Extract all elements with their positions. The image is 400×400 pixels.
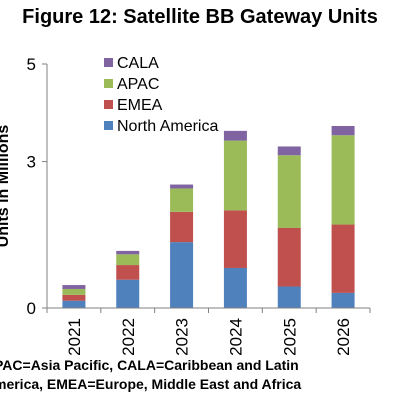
bar-cala-2022 xyxy=(116,250,140,255)
y-tick-label: 0 xyxy=(27,299,36,318)
legend-label-north-america: North America xyxy=(117,118,218,135)
bar-north-america-2021 xyxy=(62,300,86,308)
bar-north-america-2024 xyxy=(223,267,247,308)
bar-emea-2023 xyxy=(170,211,194,243)
x-tick-label: 2026 xyxy=(334,318,353,356)
bar-north-america-2023 xyxy=(170,242,194,308)
y-tick-label: 3 xyxy=(27,153,36,172)
legend-label-cala: CALA xyxy=(117,55,159,72)
bar-emea-2024 xyxy=(223,210,247,268)
footnote-line-1: PAC=Asia Pacific, CALA=Caribbean and Lat… xyxy=(0,357,299,373)
bar-apac-2021 xyxy=(62,288,86,295)
bar-emea-2022 xyxy=(116,265,140,280)
bar-apac-2023 xyxy=(170,188,194,212)
x-tick-label: 2022 xyxy=(119,318,138,356)
bar-emea-2021 xyxy=(62,294,86,301)
legend-label-emea: EMEA xyxy=(117,97,163,114)
x-tick-label: 2025 xyxy=(280,318,299,356)
y-axis-title: Units in Millions xyxy=(0,125,12,248)
x-tick-label: 2021 xyxy=(65,318,84,356)
bar-emea-2025 xyxy=(277,227,301,287)
bar-apac-2022 xyxy=(116,254,140,266)
legend-swatch-north-america xyxy=(104,121,113,130)
bar-apac-2025 xyxy=(277,155,301,228)
legend-swatch-cala xyxy=(104,58,113,67)
bar-north-america-2022 xyxy=(116,279,140,308)
x-tick-label: 2024 xyxy=(226,318,245,356)
bar-cala-2026 xyxy=(331,125,355,136)
bar-north-america-2025 xyxy=(277,286,301,308)
chart-title: Figure 12: Satellite BB Gateway Units xyxy=(22,6,378,28)
x-tick-label: 2023 xyxy=(173,318,192,356)
bar-cala-2024 xyxy=(223,130,247,141)
bar-emea-2026 xyxy=(331,224,355,293)
bar-apac-2024 xyxy=(223,140,247,211)
footnote: PAC=Asia Pacific, CALA=Caribbean and Lat… xyxy=(0,356,400,394)
legend-swatch-apac xyxy=(104,79,113,88)
y-tick-label: 5 xyxy=(27,55,36,74)
legend-label-apac: APAC xyxy=(117,76,159,93)
footnote-line-2: merica, EMEA=Europe, Middle East and Afr… xyxy=(0,376,302,392)
bar-cala-2021 xyxy=(62,285,86,289)
legend-swatch-emea xyxy=(104,100,113,109)
bar-apac-2026 xyxy=(331,135,355,225)
bar-cala-2025 xyxy=(277,146,301,156)
bar-cala-2023 xyxy=(170,184,194,189)
bar-north-america-2026 xyxy=(331,292,355,308)
